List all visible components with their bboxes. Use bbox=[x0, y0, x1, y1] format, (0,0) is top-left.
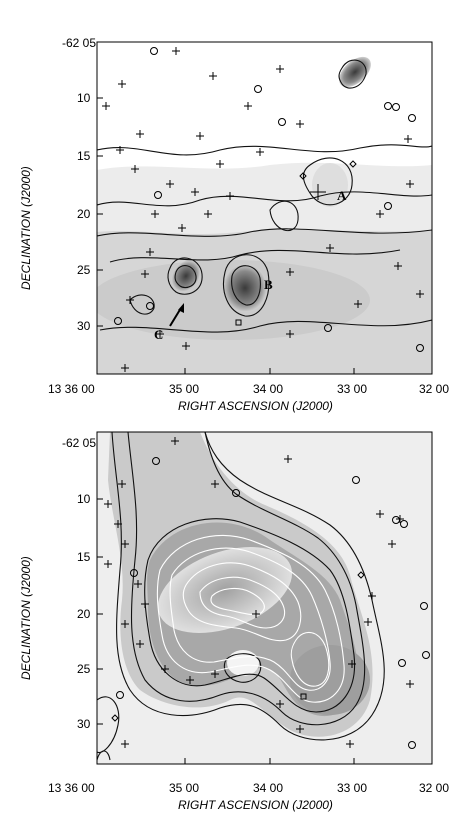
top-x-axis: 13 36 00 35 00 34 00 33 00 32 00 bbox=[48, 368, 449, 396]
bottom-y-axis: -62 05 10 15 20 25 30 bbox=[62, 436, 103, 731]
y-tick-label: 20 bbox=[77, 607, 91, 621]
x-tick-label: 13 36 00 bbox=[48, 781, 95, 795]
y-tick-label: -62 05 bbox=[62, 36, 96, 50]
top-x-axis-title: RIGHT ASCENSION (J2000) bbox=[178, 399, 333, 413]
bottom-x-axis: 13 36 00 35 00 34 00 33 00 32 00 bbox=[48, 758, 449, 795]
top-panel-frame bbox=[96, 41, 433, 375]
x-tick-label: 13 36 00 bbox=[48, 382, 95, 396]
top-y-axis-title: DECLINATION (J2000) bbox=[19, 166, 33, 290]
y-tick-label: 15 bbox=[77, 550, 91, 564]
bottom-y-axis-title: DECLINATION (J2000) bbox=[19, 556, 33, 680]
source-markers-top bbox=[102, 47, 424, 372]
top-y-axis: -62 05 10 15 20 25 30 bbox=[62, 36, 103, 333]
region-label-c: C bbox=[154, 327, 163, 342]
x-tick-label: 33 00 bbox=[337, 781, 367, 795]
bottom-x-axis-title: RIGHT ASCENSION (J2000) bbox=[178, 798, 333, 812]
bottom-panel-frame bbox=[96, 431, 433, 765]
top-panel-image: A B C bbox=[97, 42, 432, 374]
y-tick-label: 25 bbox=[77, 263, 91, 277]
x-tick-label: 34 00 bbox=[253, 382, 283, 396]
source-markers-bottom bbox=[104, 437, 430, 749]
x-tick-label: 34 00 bbox=[253, 781, 283, 795]
y-tick-label: 10 bbox=[77, 492, 91, 506]
x-tick-label: 32 00 bbox=[419, 382, 449, 396]
y-tick-label: 30 bbox=[77, 717, 91, 731]
bottom-panel-image bbox=[97, 432, 432, 764]
y-tick-label: 30 bbox=[77, 319, 91, 333]
arrow-icon bbox=[169, 303, 184, 327]
y-tick-label: 20 bbox=[77, 207, 91, 221]
x-tick-label: 33 00 bbox=[337, 382, 367, 396]
bottom-panel: -62 05 10 15 20 25 30 13 36 00 35 00 34 … bbox=[19, 431, 449, 812]
top-panel: A B C -62 05 10 15 20 25 30 13 36 00 35 … bbox=[19, 36, 449, 413]
x-tick-label: 35 00 bbox=[169, 781, 199, 795]
x-tick-label: 35 00 bbox=[169, 382, 199, 396]
y-tick-label: 10 bbox=[77, 91, 91, 105]
y-tick-label: -62 05 bbox=[62, 436, 96, 450]
region-label-a: A bbox=[337, 188, 347, 203]
x-tick-label: 32 00 bbox=[419, 781, 449, 795]
y-tick-label: 15 bbox=[77, 149, 91, 163]
region-label-b: B bbox=[264, 277, 273, 292]
y-tick-label: 25 bbox=[77, 662, 91, 676]
